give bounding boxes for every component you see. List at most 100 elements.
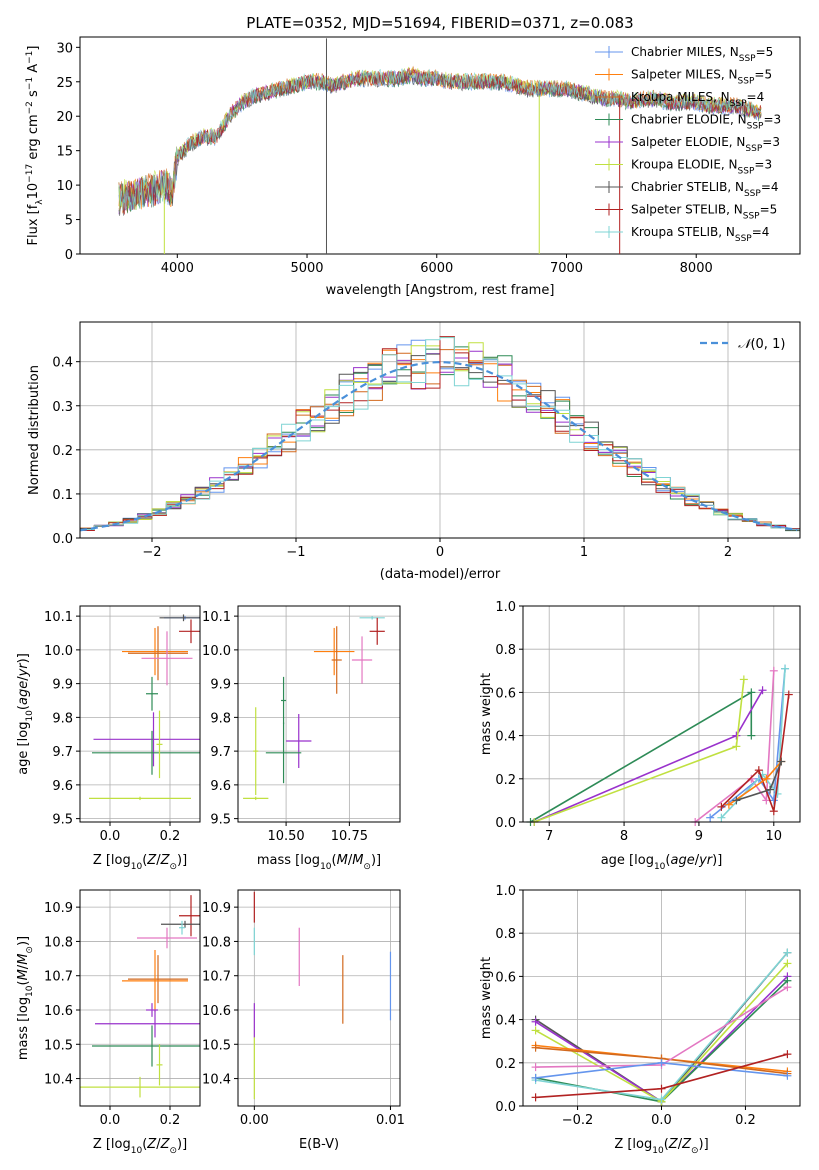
y-tick-label: 10 bbox=[56, 179, 73, 194]
errorbar-point bbox=[313, 627, 355, 676]
y-tick-label: 15 bbox=[56, 145, 73, 160]
y-tick-label: 10.5 bbox=[202, 1038, 231, 1053]
panel-weight-vs-age: 7 8 9 10 0.0 0.2 0.4 0.6 0.8 1.0 age [log10(age/yr… bbox=[479, 600, 801, 872]
y-tick-label: 0.2 bbox=[495, 773, 516, 788]
x-tick-label: 0 bbox=[436, 545, 444, 560]
histogram-series bbox=[80, 337, 800, 531]
errorbar-point bbox=[369, 617, 385, 645]
spectrum-series bbox=[118, 68, 762, 212]
y-tick-label: 0.6 bbox=[495, 686, 516, 701]
x-axis-label: age [log10(age/yr)] bbox=[601, 853, 723, 872]
errorbar-point bbox=[359, 616, 385, 620]
axes-frame bbox=[79, 889, 201, 1107]
errorbar-point bbox=[243, 796, 269, 801]
x-axis-label: Z [log10(Z/Z⊙)] bbox=[93, 853, 187, 872]
y-tick-label: 0.6 bbox=[495, 970, 516, 985]
y-tick-label: 0.4 bbox=[52, 356, 73, 371]
legend-label: Kroupa STELIB, NSSP=4 bbox=[631, 225, 769, 244]
errorbar-point bbox=[351, 636, 373, 684]
errorbars bbox=[80, 895, 200, 1098]
y-tick-label: 25 bbox=[56, 76, 73, 91]
weight-series bbox=[530, 675, 748, 826]
y-axis-label: mass [log10(M/M⊙)] bbox=[16, 936, 35, 1060]
x-axis-label: mass [log10(M/M⊙)] bbox=[257, 853, 381, 872]
legend-label: Chabrier MILES, NSSP=5 bbox=[631, 45, 773, 64]
weight-series bbox=[531, 948, 792, 1104]
spectrum-lines bbox=[118, 38, 762, 254]
y-axis-label: mass weight bbox=[479, 957, 494, 1039]
y-tick-label: 10.4 bbox=[202, 1073, 231, 1088]
y-tick-label: 0.2 bbox=[52, 444, 73, 459]
x-axis-label: wavelength [Angstrom, rest frame] bbox=[326, 283, 555, 298]
errorbar-point bbox=[89, 796, 191, 801]
y-tick-label: 1.0 bbox=[495, 884, 516, 899]
panel-mass-vs-Z: 0.0 0.2 10.4 10.5 10.6 10.7 10.8 10.9 Z [log10(Z… bbox=[16, 889, 201, 1156]
x-tick-label: 9 bbox=[695, 829, 703, 844]
y-tick-label: 10.0 bbox=[202, 644, 231, 659]
y-tick-label: 9.5 bbox=[210, 813, 231, 828]
y-tick-label: 0.4 bbox=[495, 730, 516, 745]
legend-label: Chabrier STELIB, NSSP=4 bbox=[631, 180, 779, 199]
y-tick-label: 0.3 bbox=[52, 400, 73, 415]
x-tick-label: 8 bbox=[620, 829, 628, 844]
x-tick-label: 0.2 bbox=[160, 1113, 181, 1128]
x-tick-label: 0.0 bbox=[651, 1113, 672, 1128]
y-tick-label: 9.7 bbox=[210, 745, 231, 760]
y-axis-label: age [log10(age/yr)] bbox=[16, 653, 35, 775]
panel-age-vs-mass: 10.50 10.75 9.5 9.6 9.7 9.8 9.9 10.0 10.1 mass [l… bbox=[202, 605, 401, 872]
errorbar-point bbox=[92, 730, 200, 775]
axes-frame bbox=[79, 605, 201, 823]
errorbar-point bbox=[95, 1010, 200, 1038]
errorbar-point bbox=[122, 950, 188, 1012]
errorbar-point bbox=[146, 1003, 158, 1017]
x-tick-label: 0.0 bbox=[100, 1113, 121, 1128]
panel-mass-vs-EBV: 0.00 0.01 10.4 10.5 10.6 10.7 10.8 10.9 E(B-V) bbox=[202, 889, 405, 1152]
y-tick-label: 0.0 bbox=[52, 532, 73, 547]
x-tick-label: 0.2 bbox=[160, 829, 181, 844]
y-tick-label: 0 bbox=[65, 248, 73, 263]
x-tick-label: −2 bbox=[142, 545, 161, 560]
axes-frame bbox=[237, 889, 401, 1107]
x-tick-label: 10 bbox=[766, 829, 783, 844]
errorbar-point bbox=[286, 714, 312, 768]
y-tick-label: 10.7 bbox=[44, 970, 73, 985]
y-tick-label: 0.0 bbox=[495, 816, 516, 831]
y-tick-label: 10.6 bbox=[202, 1004, 231, 1019]
errorbar-point bbox=[179, 619, 200, 644]
errorbar-point bbox=[93, 712, 200, 767]
histogram-series bbox=[80, 336, 800, 532]
errorbar-point bbox=[265, 722, 302, 784]
errorbar-point bbox=[137, 927, 197, 949]
y-tick-label: 10.9 bbox=[202, 901, 231, 916]
errorbar-point bbox=[80, 1076, 200, 1098]
x-tick-label: 4000 bbox=[161, 261, 194, 276]
y-tick-label: 10.0 bbox=[44, 644, 73, 659]
errorbars bbox=[89, 614, 200, 801]
x-tick-label: 10.50 bbox=[267, 829, 304, 844]
x-axis-label: E(B-V) bbox=[299, 1137, 339, 1152]
y-tick-label: 5 bbox=[65, 214, 73, 229]
weight-series bbox=[531, 1050, 792, 1102]
y-tick-label: 10.8 bbox=[202, 935, 231, 950]
errorbar-point bbox=[156, 1044, 163, 1086]
y-tick-label: 10.1 bbox=[44, 610, 73, 625]
x-tick-label: 10.75 bbox=[331, 829, 368, 844]
x-tick-label: −1 bbox=[286, 545, 305, 560]
x-tick-label: 1 bbox=[580, 545, 588, 560]
axes-frame bbox=[522, 605, 801, 823]
panel-spectrum: 4000 5000 6000 7000 8000 0 5 10 15 20 25 30 Chabrier… bbox=[25, 14, 801, 298]
legend-label: Salpeter STELIB, NSSP=5 bbox=[631, 203, 777, 222]
errorbar-point bbox=[253, 707, 259, 795]
y-tick-label: 10.8 bbox=[44, 935, 73, 950]
y-tick-label: 9.6 bbox=[52, 779, 73, 794]
chart-title: PLATE=0352, MJD=51694, FIBERID=0371, z=0… bbox=[246, 14, 633, 32]
normal-curve bbox=[80, 360, 798, 532]
y-tick-label: 1.0 bbox=[495, 600, 516, 615]
x-tick-label: 6000 bbox=[420, 261, 453, 276]
legend-label: Kroupa ELODIE, NSSP=3 bbox=[631, 158, 772, 177]
y-tick-label: 0.0 bbox=[495, 1100, 516, 1115]
errorbars bbox=[243, 616, 385, 801]
y-tick-label: 10.1 bbox=[202, 610, 231, 625]
errorbar-point bbox=[128, 955, 188, 1004]
x-tick-label: 5000 bbox=[290, 261, 323, 276]
